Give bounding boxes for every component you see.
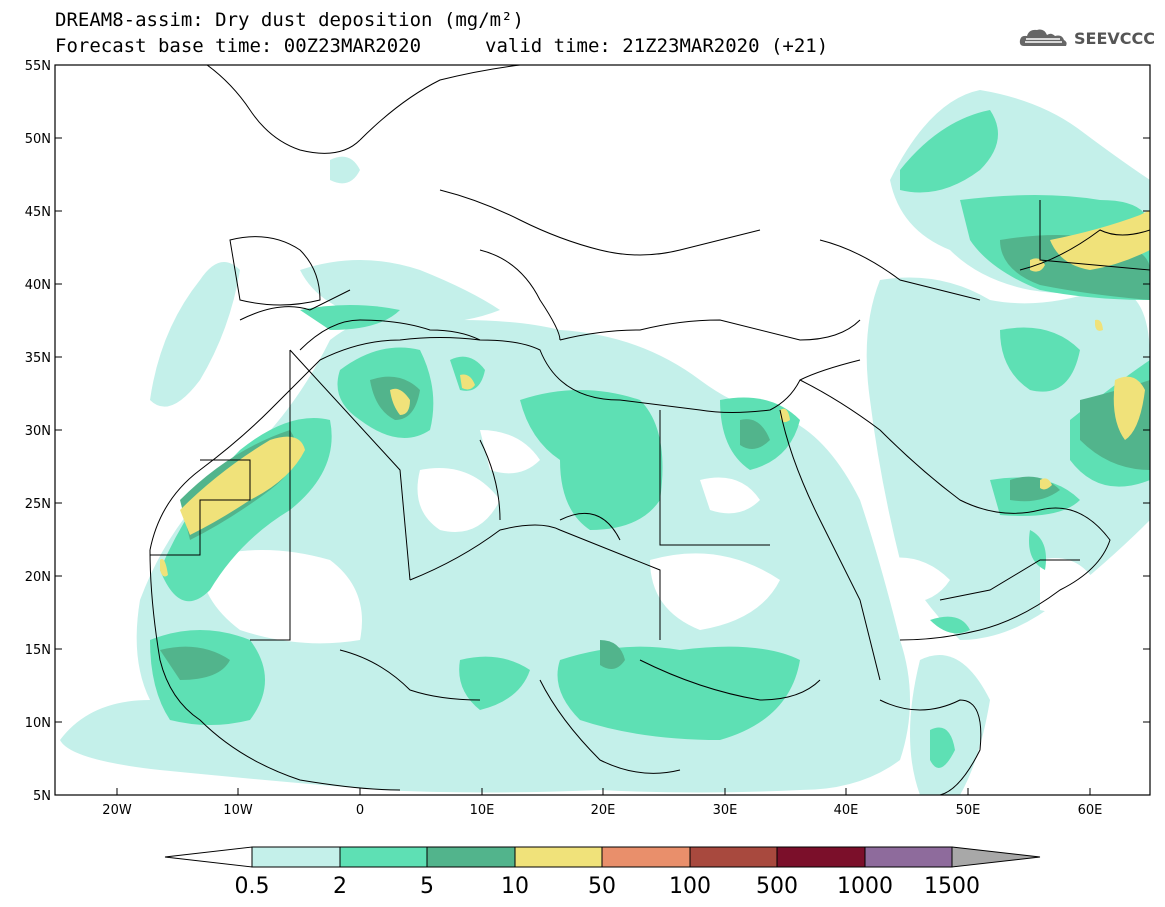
seevccc-logo: SEEVCCC: [1018, 26, 1155, 50]
lat-label: 50N: [25, 132, 51, 147]
colorbar-label: 1000: [837, 874, 893, 899]
colorbar-upper-arrow: [951, 846, 1041, 868]
lat-label: 20N: [25, 570, 51, 585]
longitude-labels: 20W 10W 0 10E 20E 30E 40E 50E 60E: [102, 803, 1102, 818]
lat-label: 55N: [25, 59, 51, 74]
colorbar-segment: [251, 846, 341, 868]
colorbar-segment: [601, 846, 691, 868]
cloud-icon: [1019, 29, 1067, 46]
colorbar-label: 100: [669, 874, 711, 899]
colorbar-label: 5: [420, 874, 434, 899]
lat-label: 45N: [25, 205, 51, 220]
colorbar-label: 0.5: [235, 874, 270, 899]
lat-label: 15N: [25, 643, 51, 658]
lat-label: 30N: [25, 424, 51, 439]
color-bar: 0.5 2 5 10 50 100 500 1000 1500: [164, 846, 1041, 899]
coastlines-borders: [149, 65, 1150, 795]
lon-label: 0: [356, 803, 364, 818]
colorbar-label: 2: [333, 874, 347, 899]
lat-label: 10N: [25, 716, 51, 731]
colorbar-segment: [776, 846, 866, 868]
lat-label: 5N: [33, 789, 51, 804]
lat-label: 40N: [25, 278, 51, 293]
lon-label: 10E: [470, 803, 495, 818]
dust-field: [60, 90, 1150, 795]
colorbar-segment: [426, 846, 516, 868]
lon-label: 10W: [223, 803, 253, 818]
colorbar-segment: [514, 846, 603, 868]
lon-label: 50E: [956, 803, 981, 818]
lon-label: 20W: [102, 803, 132, 818]
valid-time: valid time: 21Z23MAR2020 (+21): [485, 35, 829, 57]
colorbar-segment: [689, 846, 778, 868]
forecast-base-time: Forecast base time: 00Z23MAR2020: [55, 35, 422, 57]
lon-label: 20E: [591, 803, 616, 818]
lat-label: 25N: [25, 497, 51, 512]
no-deposition-areas: [200, 430, 1100, 644]
map-title: DREAM8-assim: Dry dust deposition (mg/m²…: [55, 9, 524, 31]
latitude-labels: 55N 50N 45N 40N 35N 30N 25N 20N 15N 10N …: [25, 59, 51, 804]
axis-ticks: [55, 64, 1150, 795]
colorbar-label: 50: [588, 874, 616, 899]
colorbar-segment: [339, 846, 428, 868]
colorbar-lower-arrow: [164, 846, 253, 868]
deposition-band-10-50: [160, 210, 1150, 577]
colorbar-label: 1500: [924, 874, 980, 899]
lon-label: 30E: [713, 803, 738, 818]
colorbar-segment: [864, 846, 953, 868]
lon-label: 60E: [1078, 803, 1103, 818]
lon-label: 40E: [834, 803, 859, 818]
colorbar-label: 500: [756, 874, 798, 899]
logo-text: SEEVCCC: [1074, 28, 1155, 48]
colorbar-label: 10: [501, 874, 529, 899]
lat-label: 35N: [25, 351, 51, 366]
